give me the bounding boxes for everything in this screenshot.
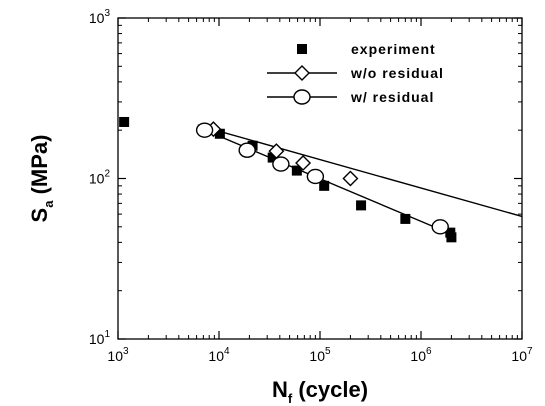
legend-marker-w-residual: [293, 89, 311, 105]
series-layer: [119, 116, 523, 243]
y-tick-label: 101: [89, 329, 111, 347]
x-tick-label: 103: [107, 346, 129, 364]
point-experiment: [319, 180, 330, 191]
point-w-residual: [431, 219, 449, 235]
y-tick-label: 103: [89, 8, 111, 26]
x-tick-label: 107: [511, 346, 533, 364]
point-experiment: [119, 116, 130, 127]
legend-label-experiment: experiment: [351, 41, 436, 57]
x-tick-label: 106: [410, 346, 432, 364]
x-axis-title: Nf (cycle): [272, 377, 368, 406]
x-tick-label: 105: [309, 346, 331, 364]
point-w-o-residual: [342, 170, 359, 187]
y-axis-title: Sa (MPa): [27, 135, 56, 223]
point-w-residual: [306, 168, 325, 185]
point-experiment: [400, 213, 411, 224]
point-experiment: [214, 128, 225, 139]
legend-marker-w-o-residual: [294, 65, 310, 81]
y-tick-label: 102: [89, 169, 111, 187]
point-w-o-residual: [295, 154, 312, 171]
point-experiment: [267, 152, 278, 163]
point-w-residual: [195, 122, 214, 138]
point-w-residual: [238, 142, 256, 158]
legend: experiment w/o residual w/ residual: [267, 41, 444, 105]
point-w-residual: [272, 156, 290, 172]
legend-marker-experiment: [297, 44, 307, 54]
point-experiment: [291, 165, 302, 176]
point-experiment: [356, 200, 367, 211]
x-tick-label: 104: [208, 346, 230, 364]
legend-label-w-residual: w/ residual: [350, 89, 434, 105]
point-experiment: [446, 232, 457, 243]
axes: 103 104 105 106 107 101 102 103 Nf (cycle) Sa (MP…: [27, 8, 533, 406]
legend-label-w-o-residual: w/o residual: [350, 65, 444, 81]
